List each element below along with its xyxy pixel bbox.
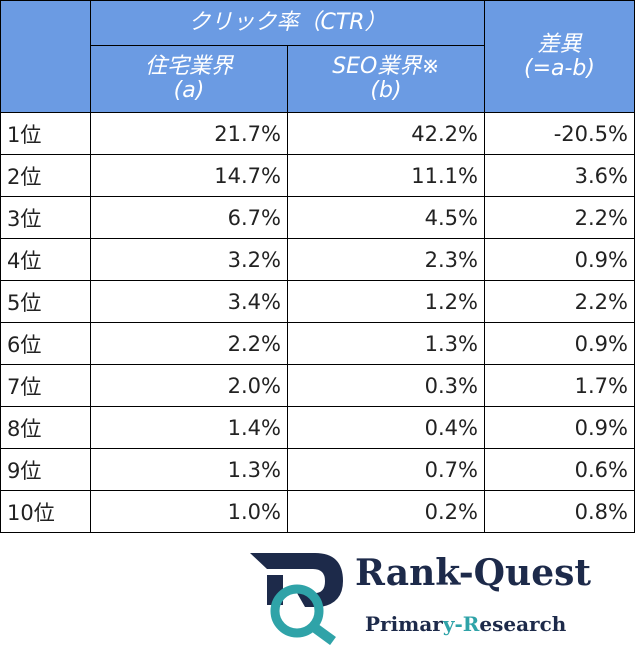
table-row: 8位 1.4% 0.4% 0.9%: [0, 406, 635, 449]
header-note: (b): [370, 78, 402, 103]
corner-cell: [0, 0, 91, 113]
logo-name: Rank-Quest: [355, 552, 591, 594]
group-header: クリック率（CTR）: [90, 0, 485, 46]
rank-cell: 4位: [0, 238, 91, 281]
b-cell: 1.2%: [287, 280, 485, 323]
table-row: 1位 21.7% 42.2% -20.5%: [0, 112, 635, 155]
a-cell: 14.7%: [90, 154, 288, 197]
rank-cell: 5位: [0, 280, 91, 323]
header-text: 差異: [537, 31, 582, 57]
b-cell: 4.5%: [287, 196, 485, 239]
a-cell: 1.4%: [90, 406, 288, 449]
table-row: 6位 2.2% 1.3% 0.9%: [0, 322, 635, 365]
rank-cell: 8位: [0, 406, 91, 449]
a-cell: 1.0%: [90, 490, 288, 533]
b-cell: 0.2%: [287, 490, 485, 533]
header-note: (=a-b): [524, 55, 595, 81]
b-cell: 2.3%: [287, 238, 485, 281]
rank-cell: 10位: [0, 490, 91, 533]
diff-header: 差異 (=a-b): [484, 0, 635, 113]
logo-tagline: Primary-Research: [365, 612, 567, 636]
tagline-part: esearch: [479, 612, 566, 636]
a-header: 住宅業界 (a): [90, 45, 288, 113]
rank-cell: 6位: [0, 322, 91, 365]
b-cell: 11.1%: [287, 154, 485, 197]
logo-icon: [250, 553, 343, 645]
b-cell: 0.3%: [287, 364, 485, 407]
table-row: 4位 3.2% 2.3% 0.9%: [0, 238, 635, 281]
header-text: SEO業界※: [332, 54, 440, 79]
b-cell: 1.3%: [287, 322, 485, 365]
diff-cell: 0.9%: [484, 406, 635, 449]
diff-cell: 1.7%: [484, 364, 635, 407]
a-cell: 2.2%: [90, 322, 288, 365]
diff-cell: -20.5%: [484, 112, 635, 155]
b-cell: 0.7%: [287, 448, 485, 491]
diff-cell: 2.2%: [484, 196, 635, 239]
a-cell: 3.4%: [90, 280, 288, 323]
diff-cell: 2.2%: [484, 280, 635, 323]
a-cell: 21.7%: [90, 112, 288, 155]
rank-cell: 3位: [0, 196, 91, 239]
tagline-part: Primar: [365, 612, 443, 636]
rank-cell: 1位: [0, 112, 91, 155]
a-cell: 3.2%: [90, 238, 288, 281]
rank-cell: 9位: [0, 448, 91, 491]
b-header: SEO業界※ (b): [287, 45, 485, 113]
table-row: 2位 14.7% 11.1% 3.6%: [0, 154, 635, 197]
table-row: 9位 1.3% 0.7% 0.6%: [0, 448, 635, 491]
a-cell: 2.0%: [90, 364, 288, 407]
diff-cell: 3.6%: [484, 154, 635, 197]
diff-cell: 0.9%: [484, 322, 635, 365]
table-row: 10位 1.0% 0.2% 0.8%: [0, 490, 635, 533]
logo: Rank-Quest Primary-Research: [250, 552, 591, 645]
tagline-part: y-R: [442, 612, 480, 636]
a-cell: 1.3%: [90, 448, 288, 491]
b-cell: 0.4%: [287, 406, 485, 449]
table-body: 1位 21.7% 42.2% -20.5% 2位 14.7% 11.1% 3.6% 3位 6.7%…: [0, 112, 635, 533]
b-cell: 42.2%: [287, 112, 485, 155]
diff-cell: 0.6%: [484, 448, 635, 491]
rank-cell: 2位: [0, 154, 91, 197]
ctr-table: クリック率（CTR） 差異 (=a-b) 住宅業界 (a) SEO業界※ (b) 1位…: [0, 0, 635, 533]
rank-cell: 7位: [0, 364, 91, 407]
table-row: 3位 6.7% 4.5% 2.2%: [0, 196, 635, 239]
diff-cell: 0.9%: [484, 238, 635, 281]
table-row: 5位 3.4% 1.2% 2.2%: [0, 280, 635, 323]
table-row: 7位 2.0% 0.3% 1.7%: [0, 364, 635, 407]
diff-cell: 0.8%: [484, 490, 635, 533]
header-text: 住宅業界: [144, 54, 233, 79]
a-cell: 6.7%: [90, 196, 288, 239]
header-note: (a): [173, 78, 205, 103]
